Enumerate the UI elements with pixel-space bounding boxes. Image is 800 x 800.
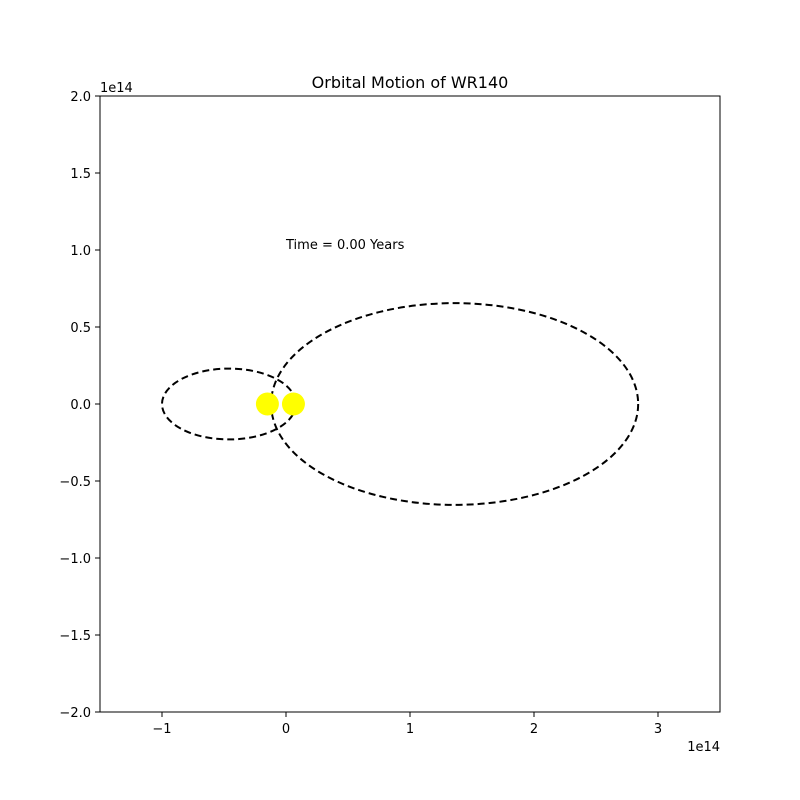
y-tick-label: 0.5 xyxy=(70,321,91,336)
y-tick-label: 1.0 xyxy=(70,244,91,259)
x-tick-label: 2 xyxy=(530,722,538,737)
y-tick-label: −0.5 xyxy=(59,475,91,490)
star-marker-2 xyxy=(281,392,305,416)
y-tick-label: 2.0 xyxy=(70,90,91,105)
y-tick-label: −1.0 xyxy=(59,552,91,567)
y-offset-label: 1e14 xyxy=(100,81,133,96)
star-marker-1 xyxy=(255,392,279,416)
x-offset-label: 1e14 xyxy=(687,740,720,755)
y-tick-label: 1.5 xyxy=(70,167,91,182)
x-tick-label: −1 xyxy=(152,722,171,737)
x-tick-label: 3 xyxy=(654,722,662,737)
plot-area xyxy=(161,302,640,506)
y-axis: 2.0 1.5 1.0 0.5 0.0 −0.5 −1.0 −1.5 −2.0 xyxy=(59,90,100,721)
axes-frame xyxy=(99,95,721,713)
x-tick-label: 0 xyxy=(282,722,290,737)
x-axis: −1 0 1 2 3 xyxy=(152,712,662,737)
x-tick-label: 1 xyxy=(406,722,414,737)
chart-title: Orbital Motion of WR140 xyxy=(312,73,509,92)
y-tick-label: 0.0 xyxy=(70,398,91,413)
time-annotation: Time = 0.00 Years xyxy=(285,238,405,253)
y-tick-label: −1.5 xyxy=(59,629,91,644)
orbit-path-2 xyxy=(270,302,640,506)
y-tick-label: −2.0 xyxy=(59,706,91,721)
